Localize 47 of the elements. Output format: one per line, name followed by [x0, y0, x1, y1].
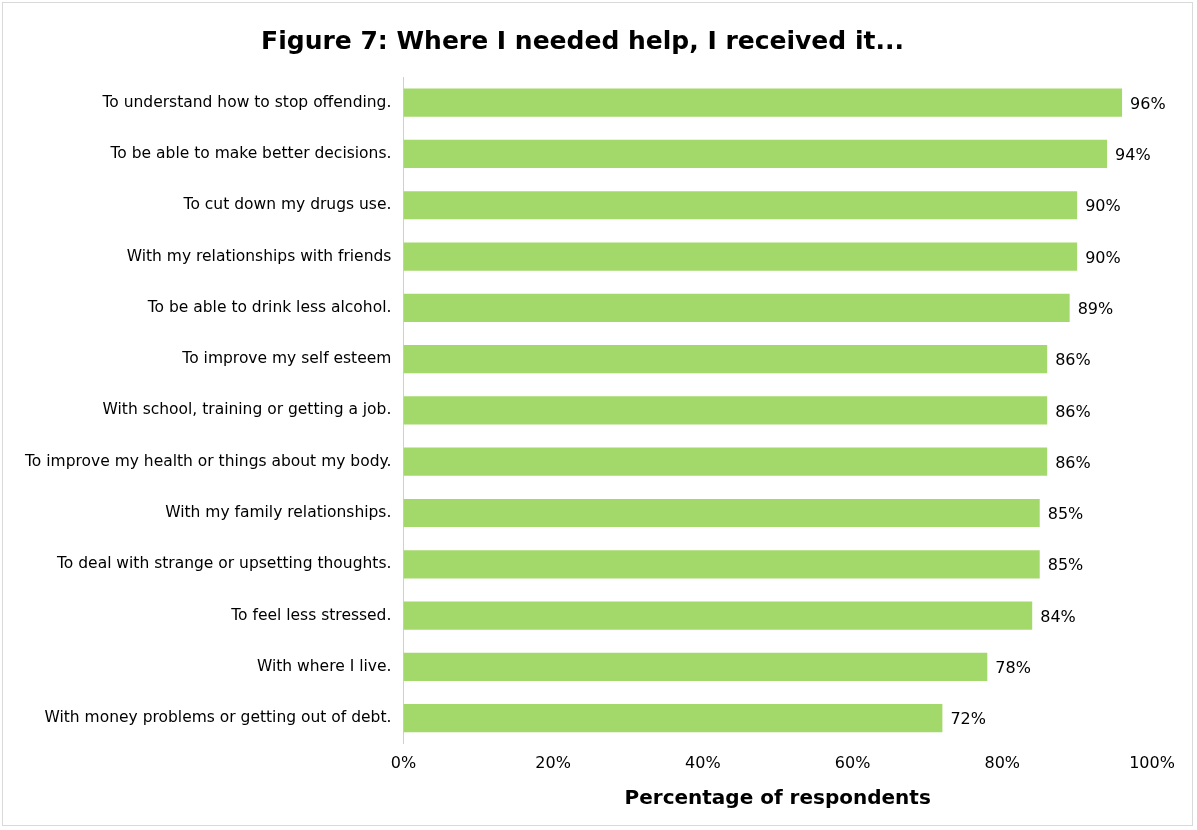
y-tick-label: With my family relationships. — [165, 503, 392, 522]
y-tick-label: To understand how to stop offending. — [101, 92, 392, 111]
chart-title: Figure 7: Where I needed help, I received it... — [261, 25, 904, 55]
bar — [403, 498, 1040, 528]
y-tick-label: To cut down my drugs use. — [182, 195, 392, 214]
y-tick-label: With where I live. — [256, 656, 392, 675]
data-label: 86% — [1055, 452, 1091, 472]
data-label: 72% — [950, 709, 986, 729]
bar — [403, 447, 1048, 476]
data-label: 78% — [995, 658, 1031, 678]
y-tick-label: To feel less stressed. — [230, 605, 392, 624]
bar — [403, 88, 1123, 117]
y-tick-label: To improve my self esteem — [181, 349, 392, 368]
data-label: 84% — [1040, 606, 1076, 626]
data-label: 85% — [1047, 504, 1084, 524]
bar — [403, 345, 1048, 374]
data-label: 90% — [1085, 247, 1121, 267]
data-label: 85% — [1047, 555, 1084, 575]
bar — [403, 139, 1108, 169]
y-tick-label: With money problems or getting out of debt. — [44, 708, 392, 727]
y-tick-label: To be able to make better decisions. — [109, 143, 392, 162]
bar — [403, 652, 988, 681]
x-tick-label: 60% — [834, 752, 871, 772]
data-label: 86% — [1055, 350, 1091, 370]
data-label: 96% — [1130, 93, 1166, 113]
data-label: 94% — [1115, 145, 1151, 165]
x-axis-title: Percentage of respondents — [624, 785, 931, 810]
bar — [403, 550, 1040, 579]
data-label: 86% — [1055, 401, 1091, 421]
bar — [403, 704, 943, 733]
x-tick-label: 40% — [685, 752, 721, 772]
data-label: 89% — [1077, 298, 1114, 318]
y-tick-label: To deal with strange or upsetting thoughts. — [56, 554, 392, 573]
x-tick-label: 100% — [1129, 752, 1175, 772]
x-tick-label: 0% — [390, 752, 417, 772]
bar — [403, 242, 1078, 271]
y-tick-label: To improve my health or things about my body. — [23, 451, 392, 470]
data-label: 90% — [1085, 196, 1121, 216]
bar — [403, 293, 1070, 322]
bar — [403, 601, 1033, 630]
x-tick-label: 20% — [535, 752, 571, 772]
bar — [403, 396, 1048, 425]
bar — [403, 191, 1078, 220]
y-tick-label: With my relationships with friends — [126, 246, 392, 265]
x-tick-label: 80% — [984, 752, 1021, 772]
y-tick-label: To be able to drink less alcohol. — [146, 297, 392, 316]
y-tick-label: With school, training or getting a job. — [102, 400, 392, 419]
